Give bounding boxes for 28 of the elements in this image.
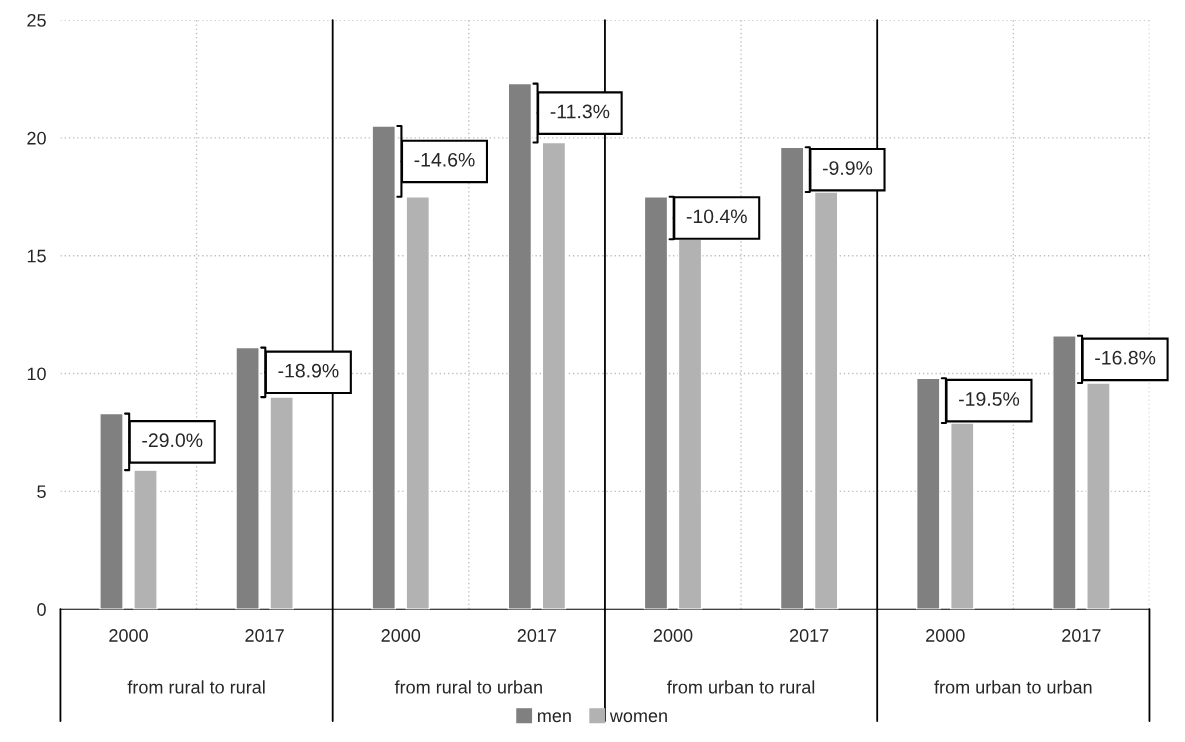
annotation: -11.3% [550,104,610,119]
y-tick-label: 15 [27,249,46,263]
x-tick-label: 2000 [926,629,965,642]
text: from urban to rural [667,680,815,694]
text: from rural to urban [394,680,542,694]
annotation: -9.9% [822,161,873,175]
annotation: -29.0% [142,433,203,448]
y-tick-label: 0 [37,603,46,616]
annotation: -14.6% [414,152,475,167]
y-tick-label: 20 [27,131,46,145]
annotation: -10.4% [686,209,747,224]
legend-label: men [538,712,571,723]
text: from rural to rural [127,680,265,694]
text: from urban to urban [934,680,1092,694]
x-tick-label: 2017 [517,629,557,642]
y-tick-label: 5 [37,485,46,499]
x-tick-label: 2017 [1062,629,1101,642]
y-tick-label: 10 [27,367,46,381]
legend-label: women [609,712,667,723]
x-tick-label: 2017 [245,629,284,642]
y-tick-label: 25 [27,13,46,27]
annotation: -16.8% [1095,350,1156,365]
x-tick-label: 2000 [381,629,421,642]
annotation: -19.5% [959,392,1020,406]
x-tick-label: 2017 [789,629,829,642]
x-tick-label: 2000 [653,629,693,642]
x-tick-label: 2000 [109,629,148,642]
annotation: -18.9% [278,363,339,378]
